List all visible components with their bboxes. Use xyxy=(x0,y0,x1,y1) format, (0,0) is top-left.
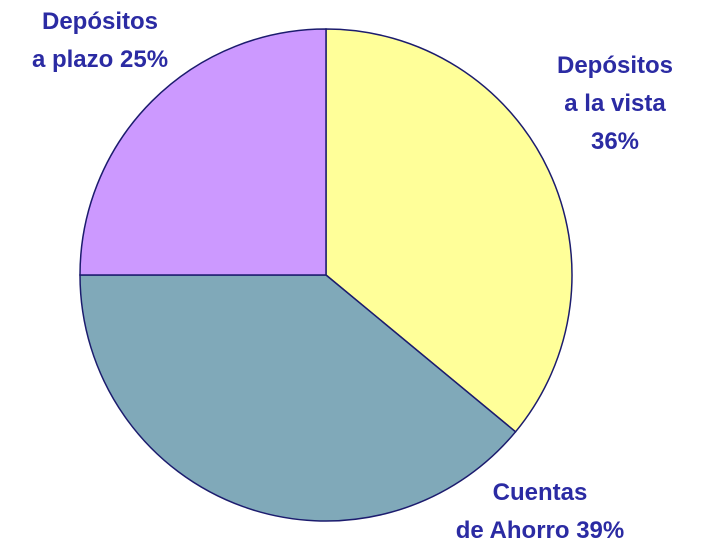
pie-slice xyxy=(79,274,517,522)
pie-slice xyxy=(325,28,573,433)
value-label: 36% xyxy=(590,128,640,155)
slice-label: Cuentas de Ahorro 39% xyxy=(456,474,625,544)
slice-label: Depósitos a plazo 25% xyxy=(32,3,168,79)
slice-label: Depósitos a la vista 36% xyxy=(557,47,673,161)
pie-slice xyxy=(79,28,327,276)
value-label: 25% xyxy=(119,46,169,73)
category-label: Depósitos a la vista xyxy=(556,52,674,117)
category-label: Cuentas de Ahorro xyxy=(455,479,588,544)
category-label: Depósitos a plazo xyxy=(31,8,159,73)
value-label: 39% xyxy=(576,517,625,544)
